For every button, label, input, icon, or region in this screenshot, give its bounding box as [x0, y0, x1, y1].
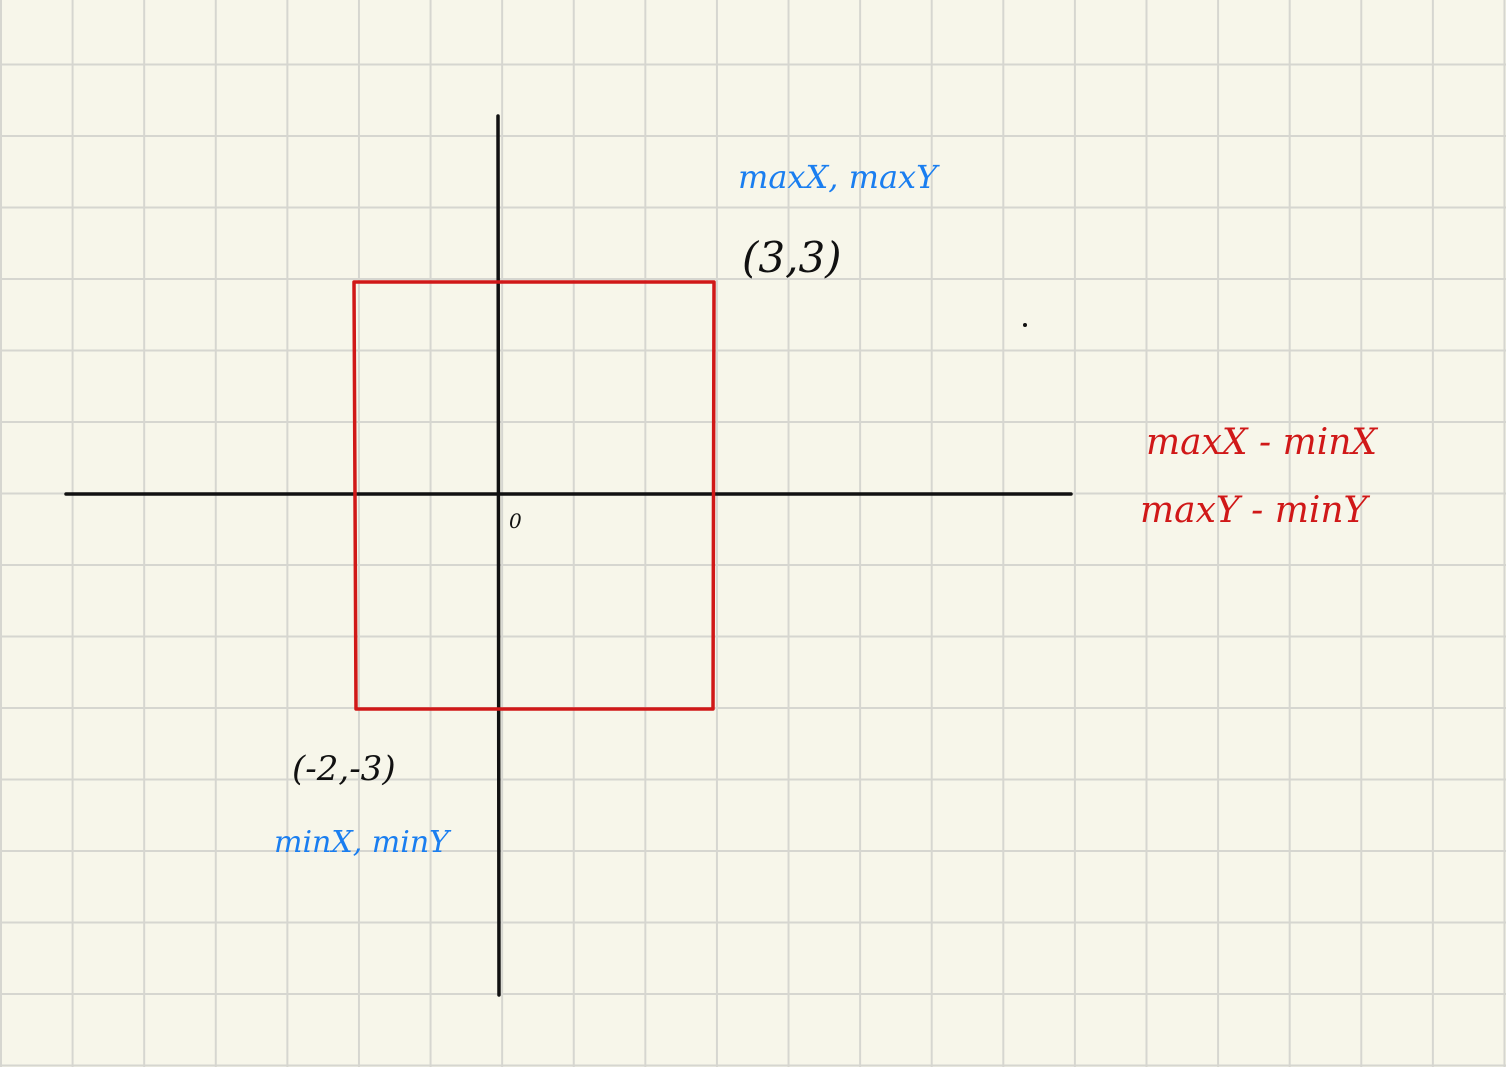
height-formula: maxY - minY [1140, 490, 1371, 531]
bounding-rectangle [352, 280, 716, 711]
min-corner-caption: minX, minY [274, 825, 452, 860]
y-axis [496, 114, 501, 997]
max-corner-caption: maxX, maxY [738, 158, 940, 196]
origin-label: 0 [509, 509, 522, 533]
min-corner-coords: (-2,-3) [292, 749, 396, 789]
width-formula: maxX - minX [1146, 422, 1378, 463]
max-corner-coords: (3,3) [742, 233, 842, 282]
pen-dot [1023, 323, 1027, 327]
